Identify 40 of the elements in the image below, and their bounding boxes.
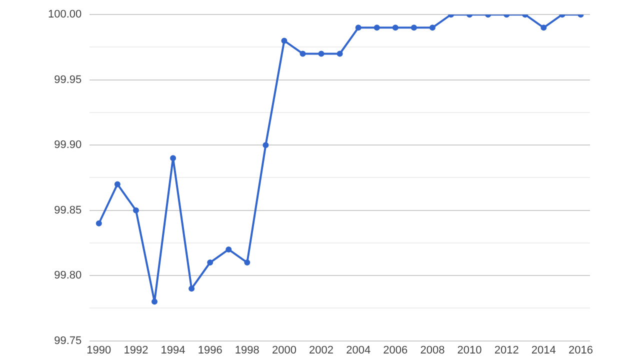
point	[355, 24, 362, 31]
point	[374, 24, 380, 31]
x-tick-label: 2012	[494, 344, 519, 356]
point	[429, 24, 436, 31]
point	[318, 50, 324, 57]
x-tick-label: 1996	[198, 344, 222, 356]
point	[392, 24, 398, 31]
point	[207, 260, 214, 266]
point	[96, 220, 102, 226]
point	[540, 24, 547, 31]
point	[262, 142, 269, 148]
x-tick-label: 2002	[309, 344, 334, 356]
x-tick-label: 2014	[531, 344, 556, 356]
point	[114, 181, 120, 188]
x-tick-label: 2006	[383, 344, 408, 356]
point	[244, 260, 250, 266]
x-tick-label: 1992	[124, 344, 148, 356]
x-tick-label: 1998	[234, 344, 260, 356]
y-tick-label: 99.90	[54, 139, 82, 152]
point	[281, 38, 288, 44]
x-tick-label: 2016	[568, 344, 593, 356]
point	[188, 286, 195, 292]
point	[300, 50, 306, 57]
x-tick-label: 2000	[272, 344, 296, 356]
point	[226, 246, 232, 252]
y-tick-label: 99.75	[54, 334, 82, 347]
point	[336, 50, 343, 57]
y-tick-label: 100.00	[48, 8, 82, 21]
point	[132, 207, 139, 214]
x-tick-label: 2010	[457, 344, 482, 356]
point	[410, 24, 417, 31]
point	[170, 155, 176, 162]
x-tick-label: 2004	[346, 344, 371, 356]
x-tick-label: 2008	[420, 344, 445, 356]
y-tick-label: 99.85	[54, 204, 82, 216]
y-tick-label: 99.95	[54, 74, 82, 86]
y-tick-label: 99.80	[54, 270, 82, 282]
x-tick-label: 1990	[86, 344, 112, 356]
point	[152, 298, 158, 305]
x-tick-label: 1994	[160, 344, 186, 356]
